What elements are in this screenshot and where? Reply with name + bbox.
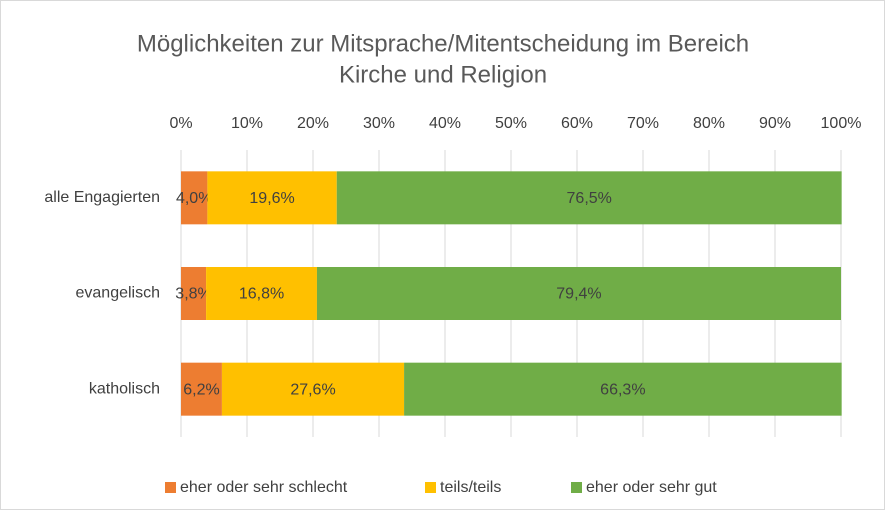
chart-title: Möglichkeiten zur Mitsprache/Mitentschei… <box>137 30 749 57</box>
data-label: 19,6% <box>249 190 294 207</box>
legend-swatch <box>571 482 582 493</box>
y-tick-label: katholisch <box>89 380 160 397</box>
x-tick-label: 60% <box>561 115 593 132</box>
data-label: 3,8% <box>175 286 211 303</box>
data-label: 76,5% <box>567 190 612 207</box>
legend-label: teils/teils <box>440 479 501 496</box>
x-tick-label: 0% <box>169 115 192 132</box>
data-label: 27,6% <box>290 381 335 398</box>
data-label: 4,0% <box>176 190 212 207</box>
bar-segment <box>181 267 207 320</box>
y-tick-label: evangelisch <box>76 285 161 302</box>
data-label: 79,4% <box>556 286 601 303</box>
bar-segment <box>221 362 405 416</box>
chart-title: Kirche und Religion <box>339 61 547 88</box>
x-tick-label: 50% <box>495 115 527 132</box>
bar-segment <box>207 171 337 225</box>
x-tick-label: 90% <box>759 115 791 132</box>
bar-segment <box>336 171 842 225</box>
x-tick-label: 80% <box>693 115 725 132</box>
x-tick-label: 30% <box>363 115 395 132</box>
legend-swatch <box>165 482 176 493</box>
x-tick-label: 100% <box>821 115 862 132</box>
x-tick-label: 20% <box>297 115 329 132</box>
data-label: 66,3% <box>600 381 645 398</box>
x-tick-label: 70% <box>627 115 659 132</box>
legend-label: eher oder sehr gut <box>586 479 717 496</box>
legend-label: eher oder sehr schlecht <box>180 479 348 496</box>
data-label: 16,8% <box>239 286 284 303</box>
bar-segment <box>404 362 842 416</box>
data-label: 6,2% <box>183 381 219 398</box>
x-tick-label: 10% <box>231 115 263 132</box>
x-tick-label: 40% <box>429 115 461 132</box>
bar-segment <box>206 267 317 320</box>
bar-segment <box>181 171 208 225</box>
bar-segment <box>316 267 842 320</box>
bar-segment <box>181 362 222 416</box>
legend-swatch <box>425 482 436 493</box>
y-tick-label: alle Engagierten <box>44 189 160 206</box>
